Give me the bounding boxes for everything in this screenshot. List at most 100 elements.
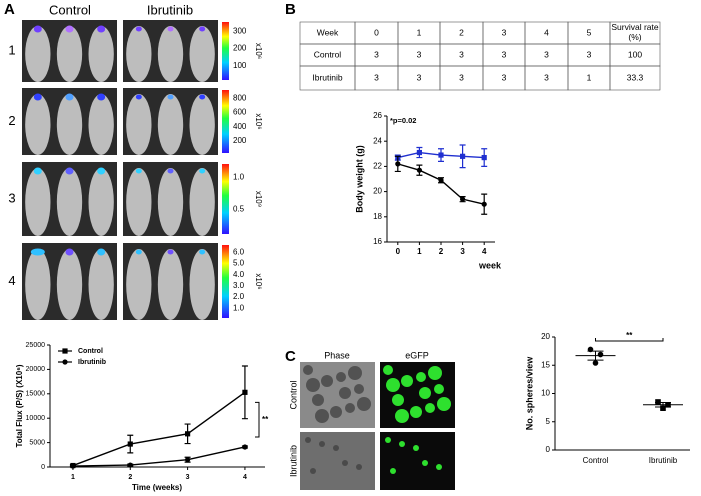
marker <box>185 431 191 437</box>
sphere-gfp <box>392 394 404 406</box>
y-tick-label: 15000 <box>26 391 46 398</box>
table-text: 3 <box>502 27 507 37</box>
table-text: 3 <box>502 72 507 82</box>
colorbar-tick-label: 800 <box>233 93 247 102</box>
colorbar-tick-label: 200 <box>233 136 247 145</box>
marker <box>62 359 68 365</box>
table-text: 3 <box>417 72 422 82</box>
colorbar-unit: x10⁶ <box>254 273 263 289</box>
marker <box>416 149 422 156</box>
colorbar-tick-label: 600 <box>233 108 247 117</box>
colorbar-tick-label: 6.0 <box>233 247 245 256</box>
sphere-gfp <box>385 437 391 443</box>
marker <box>127 441 133 447</box>
sphere-gfp <box>410 406 422 418</box>
marker <box>395 161 401 167</box>
signal <box>167 26 174 32</box>
colorbar-tick-label: 1.0 <box>233 303 245 312</box>
sphere <box>357 397 371 411</box>
colorbar-tick-label: 2.0 <box>233 292 245 301</box>
marker <box>438 177 444 183</box>
sphere-gfp <box>428 366 442 380</box>
marker <box>460 196 466 202</box>
panel-label: B <box>285 1 296 18</box>
y-axis-title: Total Flux (P/S) (X10⁶) <box>15 364 24 447</box>
y-tick-label: 5 <box>546 417 551 426</box>
sphere-gfp <box>399 441 405 447</box>
signal <box>135 26 142 32</box>
table-text: 3 <box>544 49 549 59</box>
colorbar <box>222 22 229 80</box>
mouse <box>157 249 184 320</box>
mouse <box>126 249 152 320</box>
table-text: 3 <box>374 49 379 59</box>
marker <box>597 351 604 358</box>
table-text: Control <box>314 49 342 59</box>
sphere-gfp <box>390 468 396 474</box>
sphere <box>345 403 355 413</box>
mouse <box>25 168 51 236</box>
y-tick-label: 16 <box>373 237 382 246</box>
sphere <box>356 464 362 470</box>
mouse <box>126 168 152 236</box>
row-label: Ibrutinib <box>288 445 298 477</box>
signal <box>97 248 106 256</box>
sphere-gfp <box>434 384 444 394</box>
sphere <box>306 378 320 392</box>
annotation: ** <box>626 331 633 340</box>
y-tick-label: 22 <box>373 162 382 171</box>
marker <box>242 444 248 450</box>
marker <box>592 360 599 366</box>
mouse <box>56 94 83 155</box>
mouse <box>189 26 215 82</box>
sphere-gfp <box>416 372 426 382</box>
y-tick-label: 15 <box>541 360 550 369</box>
x-tick-label: Control <box>583 456 609 465</box>
marker <box>481 154 487 161</box>
mouse <box>126 94 152 155</box>
mouse <box>56 26 83 82</box>
marker <box>127 462 133 468</box>
panel-label: A <box>4 1 15 18</box>
table-text: 2 <box>459 27 464 37</box>
x-tick-label: 3 <box>186 474 190 481</box>
row-label: 2 <box>8 113 15 128</box>
sphere <box>310 468 316 474</box>
y-tick-label: 5000 <box>29 439 45 446</box>
y-tick-label: 20 <box>373 187 382 196</box>
signal <box>167 94 174 100</box>
column-header: Ibrutinib <box>147 2 193 17</box>
annotation: *p=0.02 <box>390 116 416 125</box>
x-tick-label: 4 <box>482 247 487 256</box>
colorbar <box>222 245 229 318</box>
sphere-gfp <box>386 378 400 392</box>
sphere <box>333 445 339 451</box>
sphere <box>342 460 348 466</box>
table-text: 3 <box>459 49 464 59</box>
legend-label: Ibrutinib <box>78 359 106 366</box>
signal <box>33 93 42 101</box>
marker <box>62 348 68 354</box>
significance-bracket <box>255 401 260 438</box>
x-tick-label: 2 <box>128 474 132 481</box>
signal <box>65 93 74 101</box>
table-text: 1 <box>587 72 592 82</box>
marker <box>665 402 671 408</box>
colorbar-tick-label: 200 <box>233 44 247 53</box>
x-tick-label: 0 <box>396 247 401 256</box>
marker <box>70 463 76 469</box>
signal <box>199 168 206 174</box>
mouse <box>88 168 114 236</box>
sphere <box>354 384 364 394</box>
sphere <box>348 366 362 380</box>
gfp-image <box>380 432 455 490</box>
mouse <box>189 249 215 320</box>
y-tick-label: 25000 <box>26 342 46 349</box>
series-line <box>397 163 485 205</box>
marker <box>481 201 487 207</box>
sphere-gfp <box>437 397 451 411</box>
table-text: 0 <box>374 27 379 37</box>
annotation: ** <box>262 415 269 424</box>
signal <box>167 168 174 174</box>
sphere-gfp <box>395 409 409 423</box>
